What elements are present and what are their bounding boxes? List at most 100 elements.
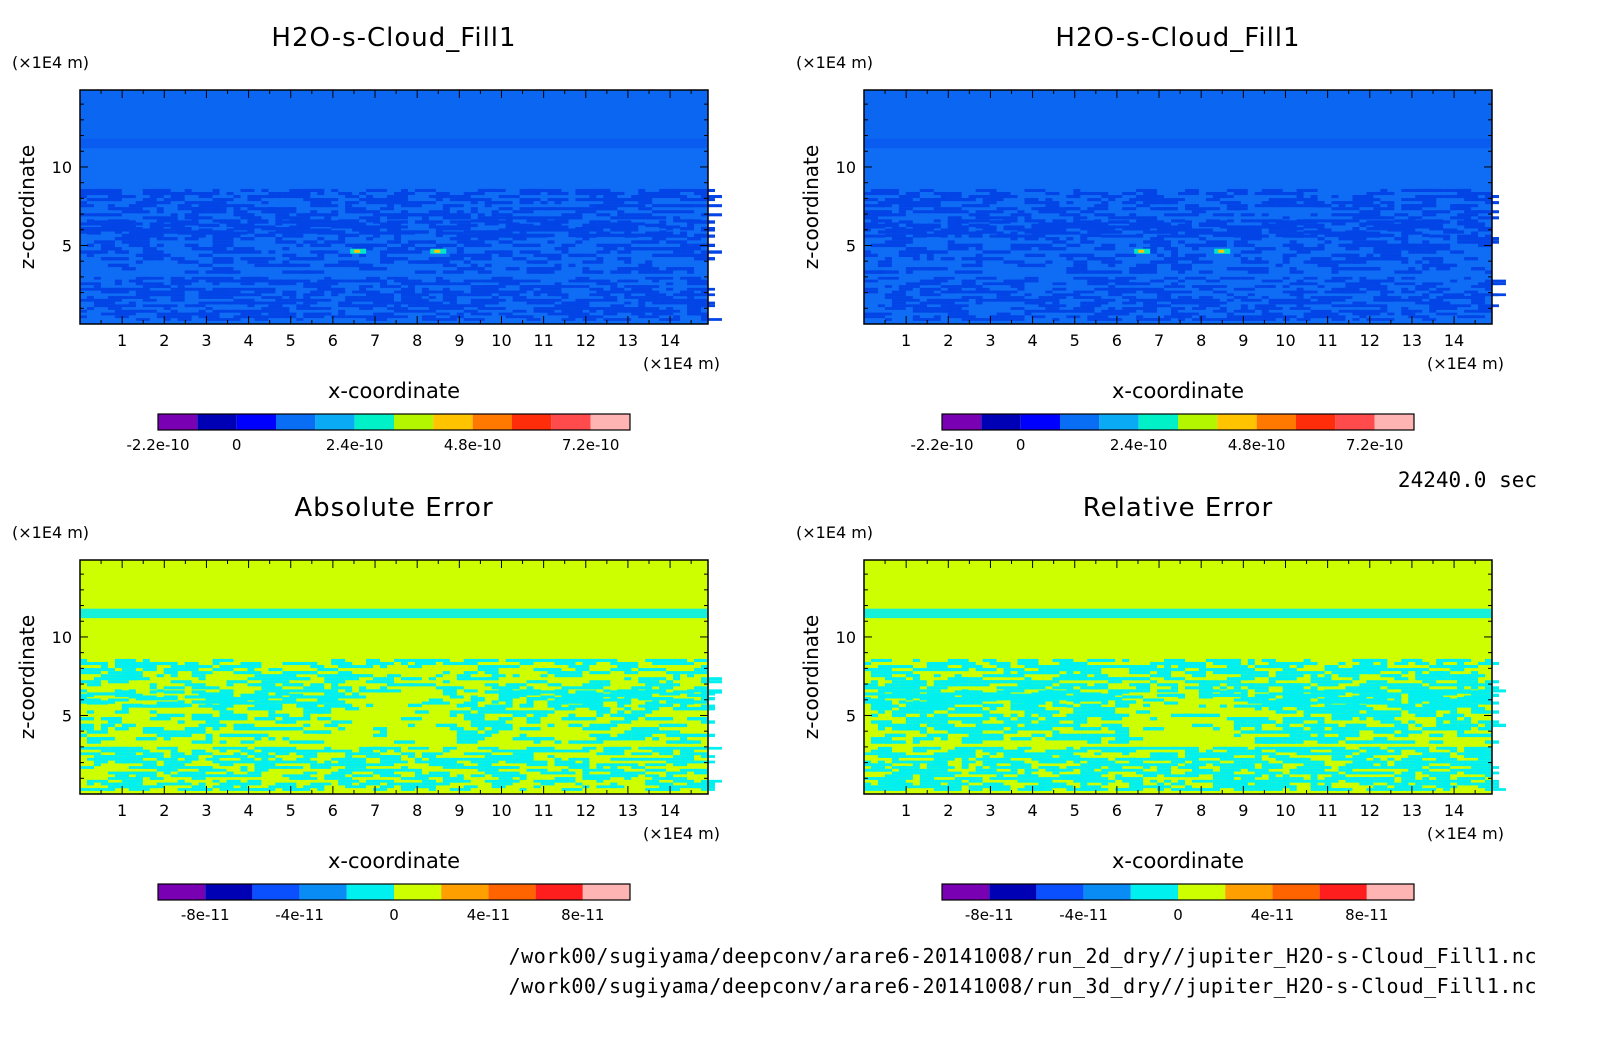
colorbar-swatch: [394, 884, 442, 900]
heatmap-cell: [366, 680, 381, 684]
heatmap-cell: [1450, 228, 1458, 232]
heatmap-cell: [554, 658, 576, 662]
heatmap-cell: [1317, 698, 1325, 702]
heatmap-cell: [554, 220, 562, 224]
heatmap-cell: [407, 665, 422, 669]
heatmap-cell: [442, 307, 457, 310]
heatmap-cell: [512, 658, 520, 662]
heatmap-cell: [512, 279, 527, 283]
heatmap-band: [864, 138, 1492, 149]
heatmap-cell: [400, 250, 422, 254]
x-tick-label: 2: [943, 331, 953, 350]
heatmap-cell: [603, 689, 611, 693]
heatmap-cell: [666, 740, 674, 744]
heatmap-cell: [1422, 223, 1437, 228]
heatmap-cell: [1066, 671, 1074, 675]
heatmap-cell: [624, 774, 639, 778]
heatmap-cell: [442, 293, 457, 297]
heatmap-cell: [1219, 686, 1227, 690]
heatmap-cell: [310, 243, 332, 248]
heatmap-cell: [400, 298, 408, 302]
heatmap-cell: [989, 674, 997, 678]
heatmap-cell: [912, 658, 920, 662]
heatmap-cell: [135, 760, 157, 764]
heatmap-cell: [673, 690, 695, 694]
heatmap-cell: [1254, 689, 1269, 693]
heatmap-cell: [1303, 290, 1318, 294]
heatmap-cell: [1073, 260, 1088, 264]
heatmap-cell: [366, 201, 381, 205]
heatmap-cell: [331, 771, 353, 775]
heatmap-cell: [1331, 296, 1353, 299]
heatmap-cell: [296, 757, 311, 761]
heatmap-cell: [1303, 658, 1311, 662]
heatmap-cell: [1129, 677, 1144, 681]
heatmap-cell: [345, 279, 353, 283]
heatmap-cell: [589, 223, 597, 228]
heatmap-cell: [1464, 210, 1486, 214]
heatmap-cell: [463, 216, 471, 220]
heatmap-cell: [352, 757, 367, 761]
y-unit-label: (×1E4 m): [12, 523, 89, 542]
heatmap-cell: [156, 689, 164, 693]
heatmap-cell: [912, 307, 920, 310]
heatmap-cell: [1464, 665, 1479, 669]
heatmap-cell: [1003, 296, 1025, 299]
heatmap-cell: [1296, 250, 1311, 254]
heatmap-cell: [170, 296, 185, 299]
heatmap-cell: [554, 216, 562, 220]
heatmap-cell: [470, 257, 492, 261]
heatmap-cell: [156, 674, 164, 678]
heatmap-cell: [1171, 713, 1192, 718]
heatmap-cell: [596, 188, 611, 192]
heatmap-cell: [449, 710, 471, 714]
heatmap-cell: [456, 733, 478, 738]
heatmap-cell: [1205, 686, 1213, 690]
heatmap-cell: [1422, 318, 1430, 321]
chart-title: H2O-s-Cloud_Fill1: [1055, 23, 1300, 53]
heatmap-cell: [1157, 293, 1172, 297]
heatmap-cell: [940, 737, 948, 741]
heatmap-cell: [1240, 695, 1248, 699]
heatmap-cell: [240, 785, 248, 789]
heatmap-cell: [968, 710, 990, 714]
heatmap-cell: [533, 307, 555, 310]
heatmap-cell: [317, 253, 325, 258]
heatmap-cell: [282, 191, 304, 196]
heatmap-cell: [135, 207, 143, 211]
heatmap-cell: [303, 723, 311, 728]
heatmap-cell: [156, 210, 164, 214]
heatmap-cell: [1164, 671, 1172, 675]
heatmap-cell: [680, 749, 695, 753]
heatmap-cell: [512, 683, 527, 687]
heatmap-cell: [898, 195, 913, 199]
heatmap-cell: [1157, 689, 1178, 693]
heatmap-cell: [212, 279, 234, 283]
heatmap-cell: [547, 695, 555, 699]
colorbar-frame: [157, 883, 631, 901]
heatmap-cell: [645, 774, 660, 778]
heatmap-cell: [1157, 279, 1165, 283]
heatmap-cell: [275, 191, 283, 196]
heatmap-cell: [982, 703, 1004, 708]
heatmap-cell: [603, 233, 625, 238]
heatmap-cell: [940, 198, 948, 202]
heatmap-cell: [282, 253, 297, 258]
heatmap-cell: [1087, 713, 1109, 718]
heatmap-cell: [1052, 318, 1060, 321]
heatmap-cell: [359, 231, 381, 235]
heatmap-cell: [219, 267, 234, 271]
heatmap-cell: [331, 282, 339, 286]
heatmap-cell: [884, 703, 892, 708]
heatmap-cell: [1422, 680, 1437, 684]
heatmap-cell: [975, 717, 990, 721]
heatmap-cell: [526, 216, 548, 220]
heatmap-cell: [940, 713, 948, 718]
heatmap-cell: [547, 287, 562, 291]
heatmap-cell: [589, 309, 597, 313]
heatmap-cell: [1052, 219, 1060, 223]
heatmap-cell: [905, 727, 927, 731]
heatmap-cell: [484, 222, 492, 226]
heatmap-cell: [1394, 270, 1402, 274]
heatmap-cell: [1275, 674, 1290, 678]
